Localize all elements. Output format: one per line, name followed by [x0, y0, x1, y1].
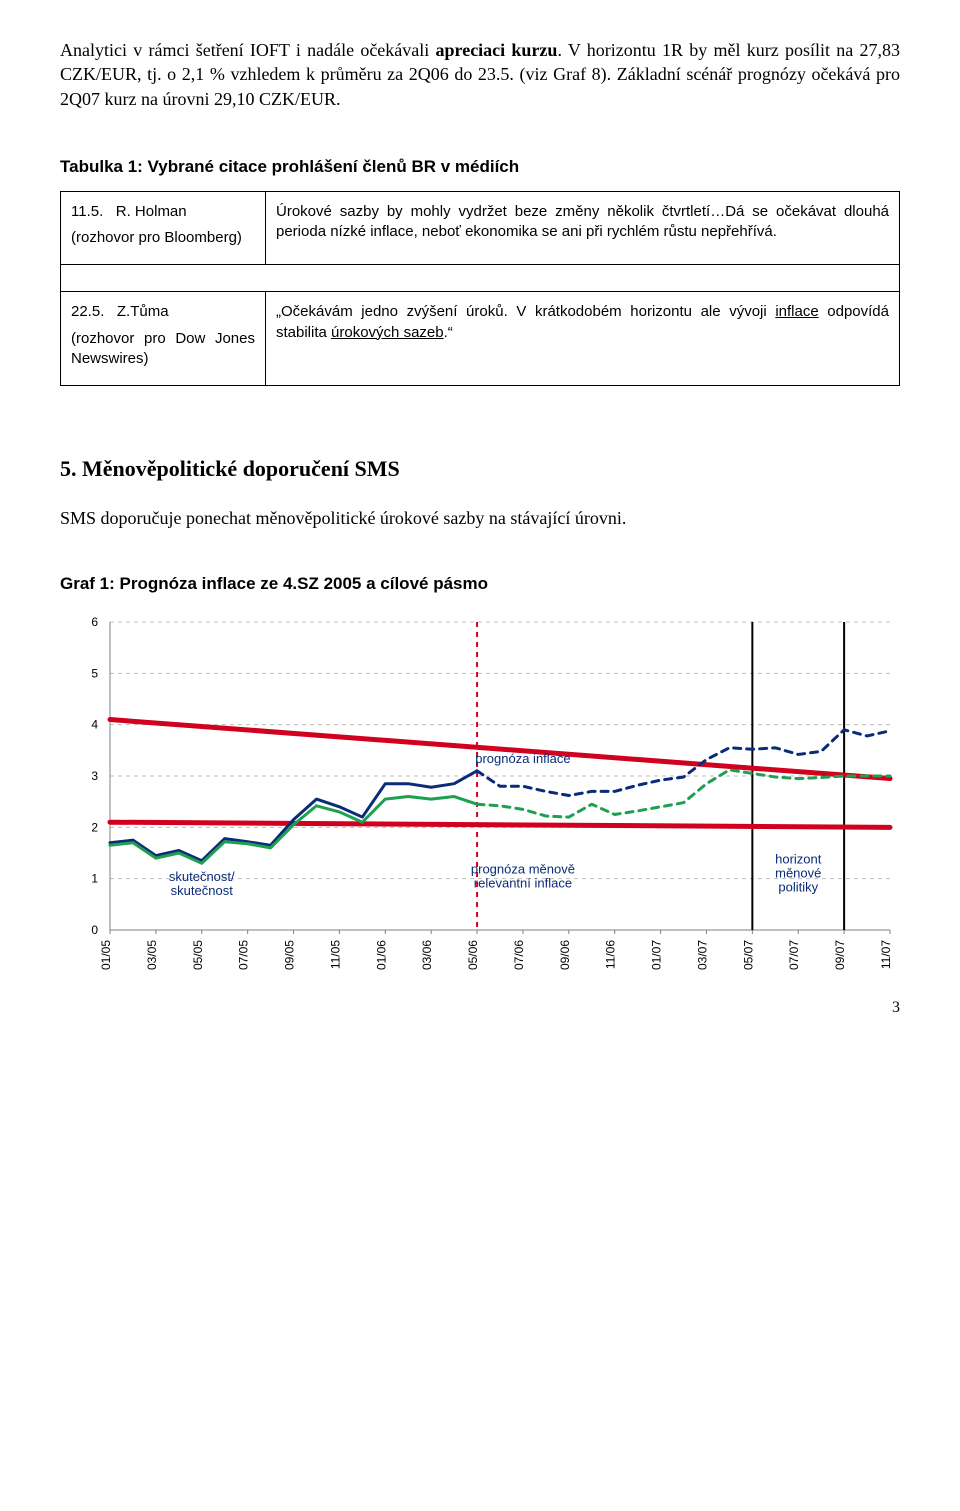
svg-text:0: 0: [91, 923, 98, 937]
svg-text:09/07: 09/07: [833, 940, 847, 970]
svg-text:4: 4: [91, 718, 98, 732]
section-5-heading: 5. Měnověpolitické doporučení SMS: [60, 456, 900, 482]
svg-text:6: 6: [91, 615, 98, 629]
svg-text:prognóza měnově: prognóza měnově: [471, 862, 575, 877]
row-person: Z.Tůma: [117, 303, 169, 320]
table1: 11.5. R. Holman (rozhovor pro Bloomberg)…: [60, 191, 900, 386]
svg-text:09/06: 09/06: [558, 940, 572, 970]
table1-caption: Tabulka 1: Vybrané citace prohlášení čle…: [60, 157, 900, 177]
graf1-chart: 0 1 2 3 4 5 6 01/05 03/05 05/05 07/05 09/05 11/05 01/…: [60, 612, 900, 997]
svg-text:07/07: 07/07: [787, 940, 801, 970]
row-source: (rozhovor pro Bloomberg): [71, 228, 255, 248]
row-person: R. Holman: [116, 203, 187, 220]
svg-text:skutečnost/: skutečnost/: [169, 870, 235, 885]
svg-text:05/05: 05/05: [191, 940, 205, 970]
svg-text:měnové: měnové: [775, 866, 821, 881]
svg-text:relevantní inflace: relevantní inflace: [474, 876, 572, 891]
table-cell-quote: Úrokové sazby by mohly vydržet beze změn…: [266, 191, 900, 265]
intro-paragraph: Analytici v rámci šetření IOFT i nadále …: [60, 38, 900, 111]
svg-text:5: 5: [91, 667, 98, 681]
svg-text:03/06: 03/06: [420, 940, 434, 970]
svg-text:09/05: 09/05: [283, 940, 297, 970]
table-cell-quote: „Očekávám jedno zvýšení úroků. V krátkod…: [266, 292, 900, 386]
row-source: (rozhovor pro Dow Jones Newswires): [71, 329, 255, 370]
svg-text:1: 1: [91, 872, 98, 886]
svg-text:2: 2: [91, 821, 98, 835]
section-5-body: SMS doporučuje ponechat měnověpolitické …: [60, 506, 900, 530]
svg-text:01/05: 01/05: [99, 940, 113, 970]
svg-text:07/05: 07/05: [237, 940, 251, 970]
svg-text:3: 3: [91, 769, 98, 783]
svg-text:prognóza inflace: prognóza inflace: [475, 752, 570, 767]
svg-text:05/06: 05/06: [466, 940, 480, 970]
page-number: 3: [892, 999, 900, 1017]
svg-text:11/05: 11/05: [328, 940, 342, 969]
svg-text:01/07: 01/07: [650, 940, 664, 970]
svg-text:11/06: 11/06: [604, 940, 618, 969]
svg-text:05/07: 05/07: [741, 940, 755, 970]
svg-text:01/06: 01/06: [374, 940, 388, 970]
svg-text:03/07: 03/07: [695, 940, 709, 970]
svg-text:03/05: 03/05: [145, 940, 159, 970]
table-cell-left: 11.5. R. Holman (rozhovor pro Bloomberg): [61, 191, 266, 265]
svg-text:skutečnost: skutečnost: [171, 884, 234, 899]
svg-text:horizont: horizont: [775, 852, 822, 867]
table-row: 22.5. Z.Tůma (rozhovor pro Dow Jones New…: [61, 292, 900, 386]
svg-text:politiky: politiky: [778, 880, 818, 895]
svg-text:07/06: 07/06: [512, 940, 526, 970]
table-cell-left: 22.5. Z.Tůma (rozhovor pro Dow Jones New…: [61, 292, 266, 386]
graf1-caption: Graf 1: Prognóza inflace ze 4.SZ 2005 a …: [60, 574, 900, 594]
svg-text:11/07: 11/07: [879, 940, 893, 969]
row-date: 22.5.: [71, 303, 104, 320]
table-row: 11.5. R. Holman (rozhovor pro Bloomberg)…: [61, 191, 900, 265]
row-date: 11.5.: [71, 203, 103, 220]
table-spacer: [61, 265, 900, 292]
